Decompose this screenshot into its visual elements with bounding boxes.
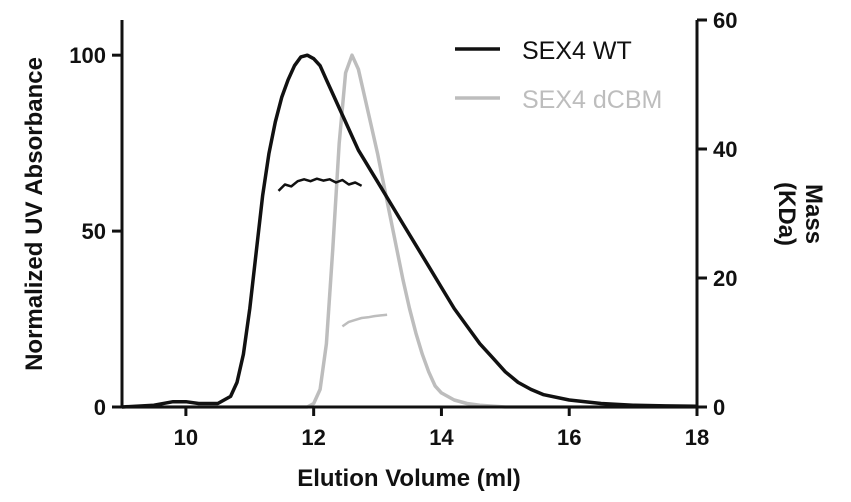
y2-axis-title-line: Mass [800,184,827,244]
series-line-sex4-dcbm-mass [341,313,388,328]
series-line-sex4-wt [121,53,698,409]
x-tick-label: 10 [174,425,198,450]
x-tick-label: 18 [685,425,709,450]
x-ticks: 10 12 14 16 18 [174,407,709,450]
legend-label: SEX4 dCBM [522,86,662,114]
y2-tick-label: 20 [713,266,737,291]
y-tick-label: 50 [82,219,106,244]
axes [120,20,699,409]
right-y-ticks: 0 20 40 60 [697,8,737,420]
y2-axis-title-line: (KDa) [773,182,800,246]
x-axis-title: Elution Volume (ml) [297,465,521,492]
y-tick-label: 100 [69,43,106,68]
y2-axis-title: Mass (KDa) [773,182,827,246]
series-line-sex4-dcbm [122,53,697,409]
plot-lines [121,53,698,409]
y2-tick-label: 0 [713,395,725,420]
legend: SEX4 WT SEX4 dCBM [455,37,662,114]
x-tick-label: 12 [301,425,325,450]
y2-tick-label: 40 [713,137,737,162]
x-tick-label: 14 [429,425,454,450]
left-y-ticks: 0 50 100 [69,43,122,420]
y-tick-label: 0 [94,395,106,420]
series-line-sex4-wt-mass [277,177,363,192]
legend-label: SEX4 WT [522,37,632,65]
y-axis-title: Normalized UV Absorbance [21,57,48,371]
y2-tick-label: 60 [713,8,737,33]
x-tick-label: 16 [557,425,581,450]
